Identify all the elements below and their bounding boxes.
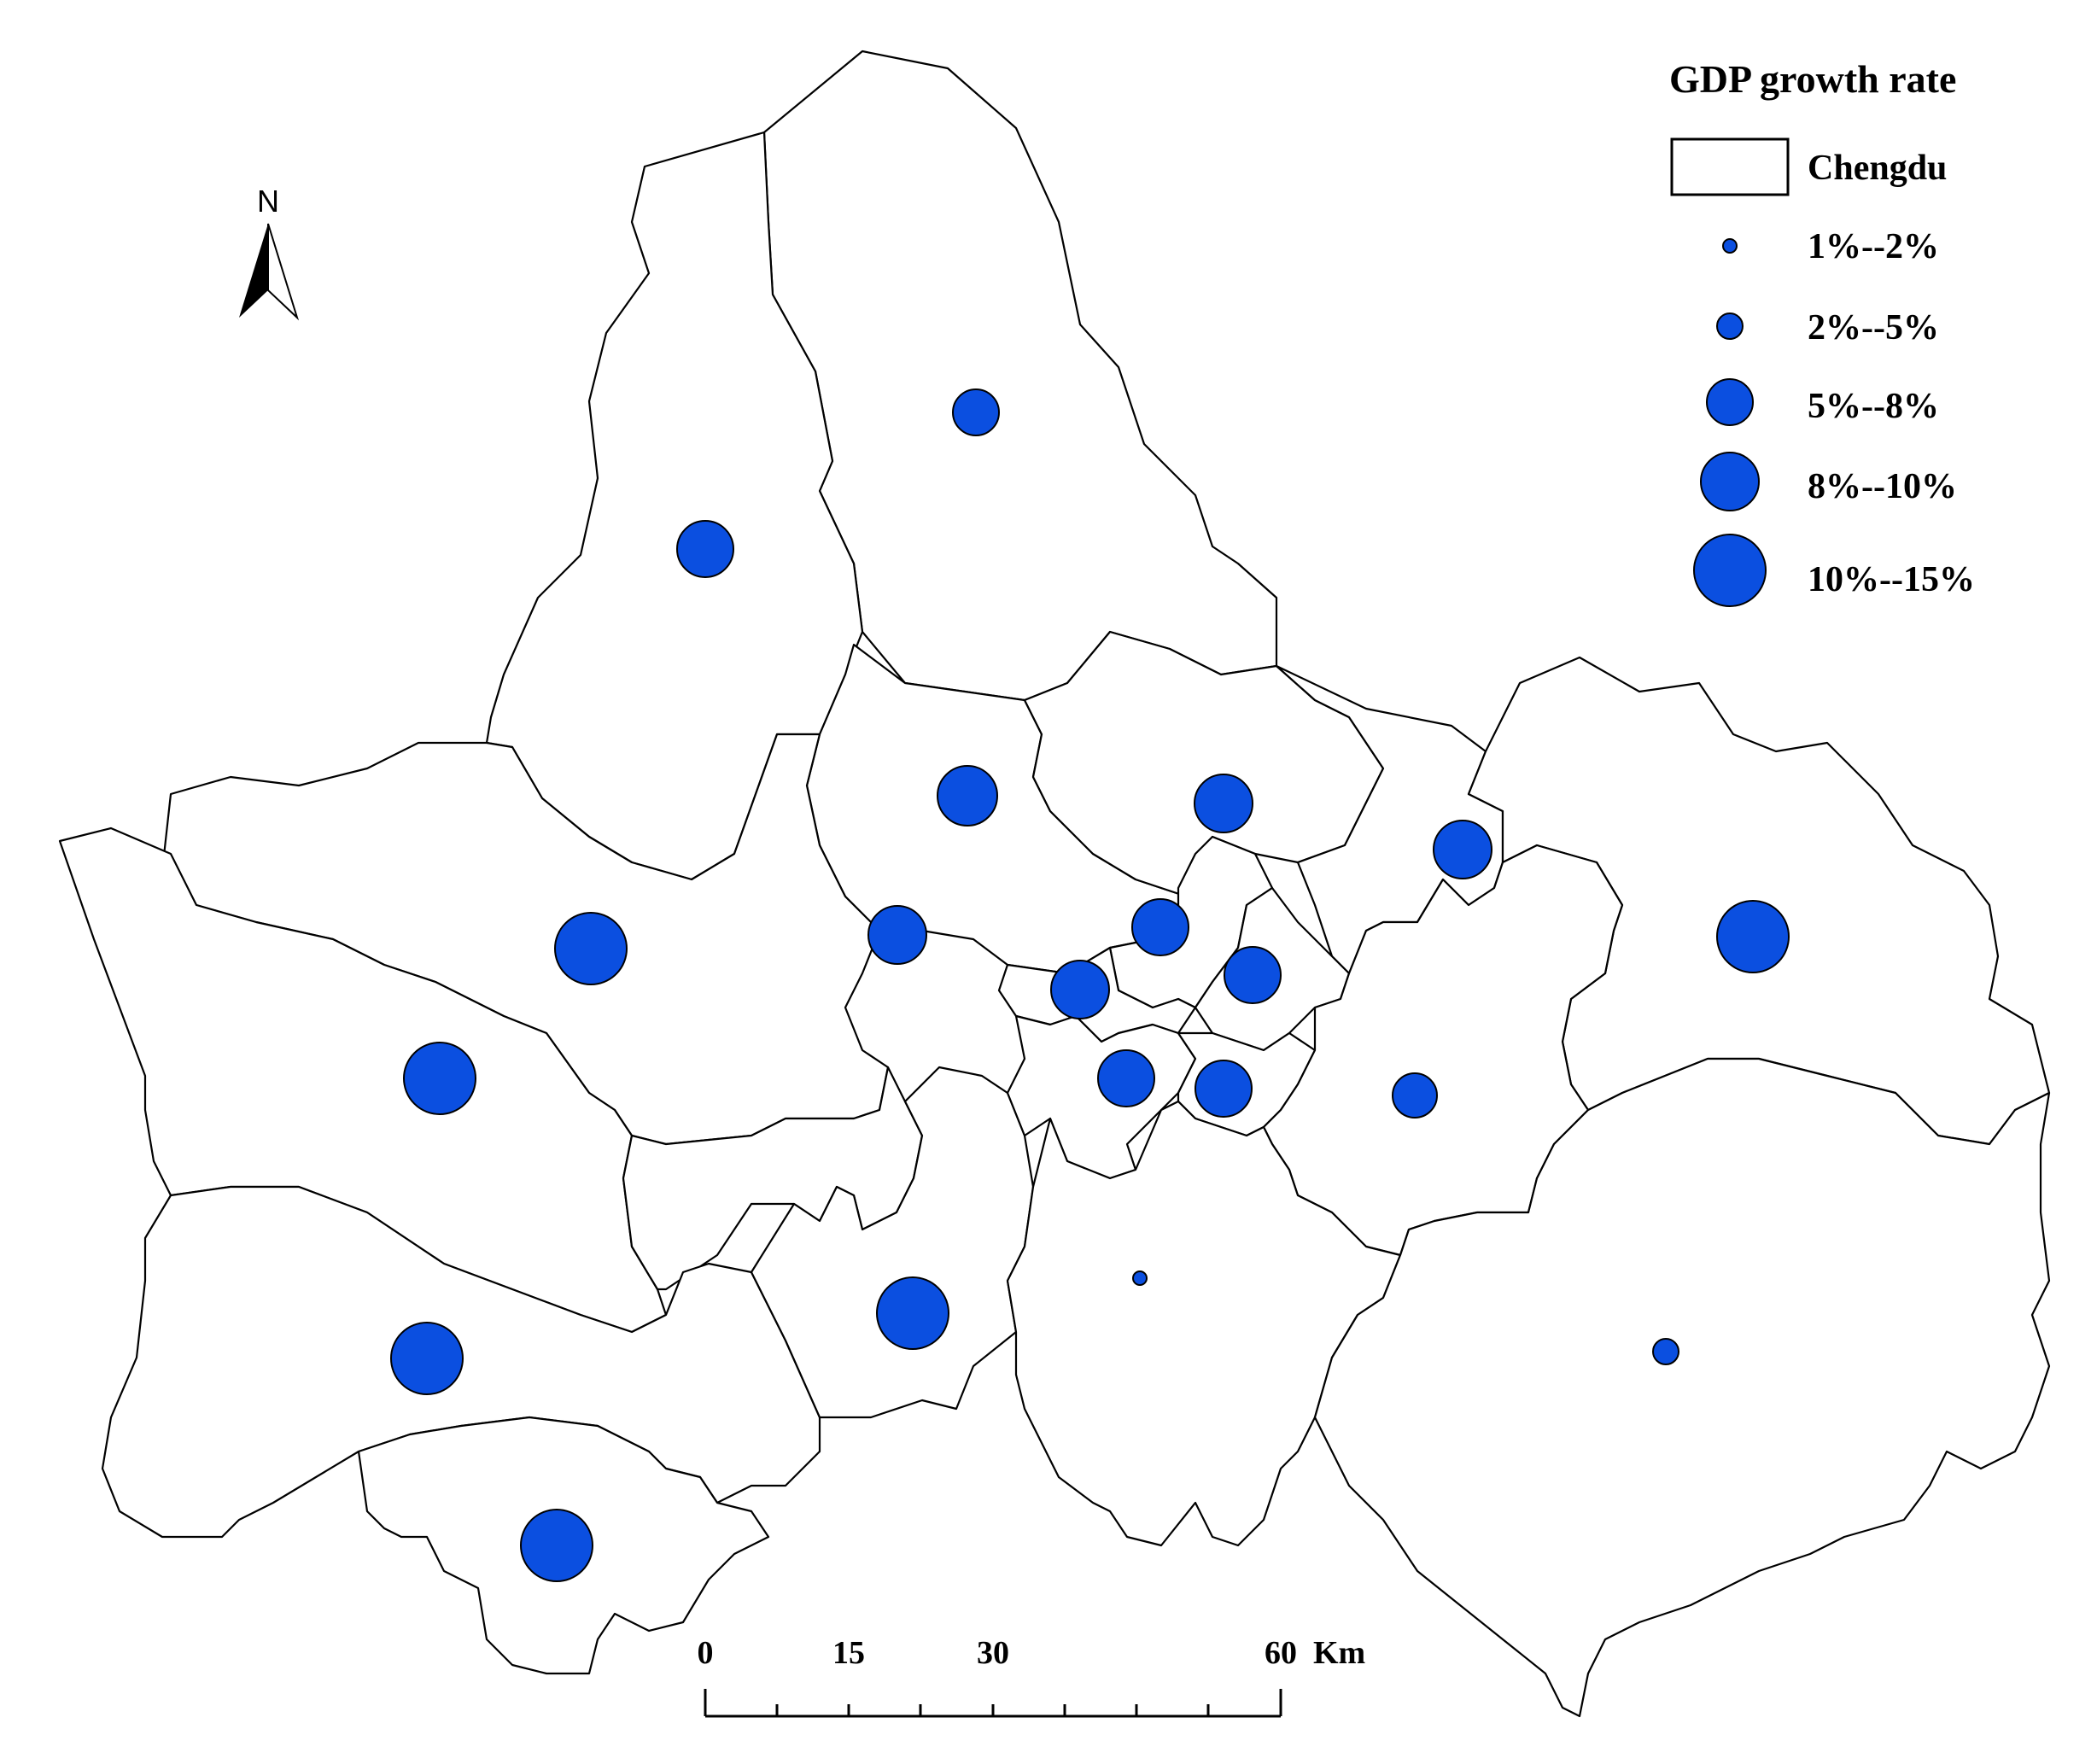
district-polygon (1006, 1014, 1197, 1180)
growth-symbol (1131, 898, 1189, 956)
growth-symbol (1392, 1072, 1438, 1119)
north-arrow-right-half (267, 223, 300, 321)
scale-label-15: 15 (832, 1635, 865, 1671)
legend-title: GDP growth rate (1669, 57, 1956, 101)
scale-bar: 0 15 30 60 Km (698, 1635, 1365, 1718)
legend-class-label: 8%--10% (1808, 467, 1957, 506)
legend-class-label: 5%--8% (1808, 387, 1939, 426)
growth-symbol (867, 905, 927, 965)
growth-symbols (390, 388, 1790, 1582)
north-arrow-left-half (239, 224, 268, 318)
growth-symbol (676, 520, 734, 578)
legend-symbol-class-2 (1716, 312, 1744, 340)
north-arrow: N (239, 184, 300, 321)
scale-unit: Km (1313, 1635, 1365, 1671)
growth-symbol (554, 912, 628, 985)
growth-symbol (1716, 900, 1790, 973)
growth-symbol (1195, 1060, 1253, 1118)
growth-symbol (1097, 1049, 1155, 1107)
legend-class-label: 2%--5% (1808, 308, 1939, 348)
legend-class-label: 1%--2% (1808, 227, 1939, 266)
scale-label-60: 60 (1265, 1635, 1297, 1671)
district-polygon (1313, 1057, 2051, 1718)
growth-symbol (952, 388, 1000, 436)
growth-symbol (1050, 960, 1110, 1019)
legend: GDP growth rate Chengdu 1%--2% 2%--5% 5%… (1669, 57, 1975, 607)
growth-symbol (1224, 946, 1282, 1004)
scale-label-30: 30 (977, 1635, 1009, 1671)
growth-symbol (1433, 820, 1492, 879)
scale-label-0: 0 (698, 1635, 714, 1671)
north-label: N (257, 184, 279, 219)
legend-class-label: 10%--15% (1808, 560, 1975, 599)
legend-symbol-class-1 (1722, 238, 1738, 254)
growth-symbol (390, 1322, 464, 1395)
growth-symbol (876, 1276, 949, 1350)
growth-symbol (937, 765, 998, 827)
growth-symbol (1132, 1270, 1148, 1286)
legend-symbol-class-5 (1693, 534, 1767, 607)
growth-symbol (520, 1509, 593, 1582)
legend-boundary-label: Chengdu (1808, 149, 1947, 188)
growth-symbol (403, 1042, 476, 1115)
growth-symbol (1194, 774, 1253, 833)
legend-symbol-class-4 (1700, 452, 1760, 511)
growth-symbol (1652, 1338, 1679, 1365)
district-boundaries (58, 50, 2051, 1718)
legend-symbol-class-3 (1706, 378, 1754, 426)
legend-boundary-swatch (1670, 137, 1790, 196)
